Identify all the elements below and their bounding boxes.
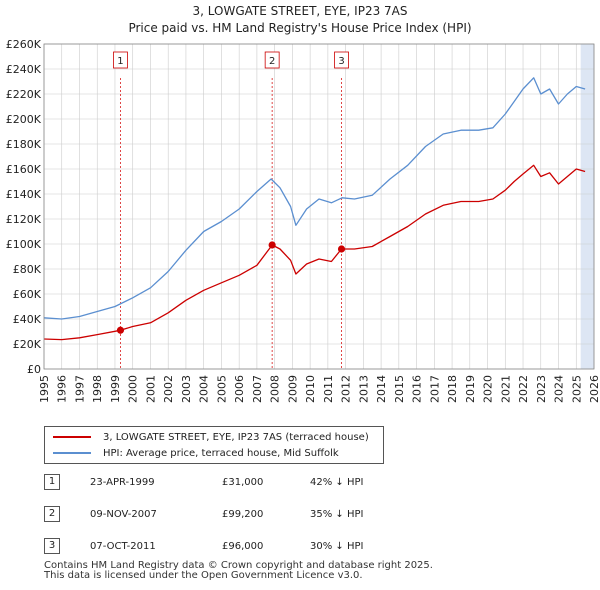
x-tick-label: 2016 — [411, 375, 424, 403]
x-tick-label: 1999 — [109, 375, 122, 403]
transaction-number: 1 — [44, 474, 60, 490]
marker-label: 3 — [338, 56, 344, 67]
projection-shade — [580, 44, 594, 369]
x-tick-label: 2011 — [322, 375, 335, 403]
table-row: 2 09-NOV-2007 £99,200 35% ↓ HPI — [44, 506, 464, 524]
chart-subtitle: Price paid vs. HM Land Registry's House … — [128, 21, 472, 35]
footer: Contains HM Land Registry data © Crown c… — [44, 561, 433, 581]
transaction-hpi-diff: 30% ↓ HPI — [310, 541, 364, 552]
x-tick-label: 2020 — [482, 375, 495, 403]
y-tick-label: £160K — [6, 163, 42, 176]
x-tick-label: 2024 — [553, 375, 566, 403]
legend-label-hpi: HPI: Average price, terraced house, Mid … — [103, 447, 339, 459]
x-tick-label: 2003 — [180, 375, 193, 403]
y-tick-label: £180K — [6, 138, 42, 151]
x-tick-label: 2009 — [286, 375, 299, 403]
x-tick-label: 2017 — [428, 375, 441, 403]
transaction-date: 07-OCT-2011 — [90, 541, 156, 552]
legend: 3, LOWGATE STREET, EYE, IP23 7AS (terrac… — [44, 426, 384, 464]
table-row: 1 23-APR-1999 £31,000 42% ↓ HPI — [44, 474, 464, 492]
x-tick-label: 2008 — [269, 375, 282, 403]
x-tick-label: 2006 — [233, 375, 246, 403]
x-tick-label: 2018 — [446, 375, 459, 403]
y-tick-label: £200K — [6, 113, 42, 126]
marker-label: 1 — [117, 56, 123, 67]
x-tick-label: 2000 — [127, 375, 140, 403]
marker-label-box — [264, 51, 280, 69]
plot-border — [43, 43, 595, 370]
transaction-date: 09-NOV-2007 — [90, 509, 157, 520]
price-chart: £0 £20K £40K £60K £80K £100K £120K £140K £160K £1… — [6, 38, 600, 403]
legend-swatch-hpi — [53, 452, 91, 454]
x-tick-label: 2015 — [393, 375, 406, 403]
transaction-number: 3 — [44, 538, 60, 554]
transaction-price: £96,000 — [222, 541, 264, 552]
transaction-price: £31,000 — [222, 477, 264, 488]
x-tick-label: 2022 — [517, 375, 530, 403]
transaction-hpi-diff: 42% ↓ HPI — [310, 477, 364, 488]
y-tick-label: £80K — [13, 263, 42, 276]
transaction-point — [268, 241, 276, 249]
x-tick-label: 2002 — [162, 375, 175, 403]
table-row: 3 07-OCT-2011 £96,000 30% ↓ HPI — [44, 538, 464, 556]
x-tick-label: 2005 — [215, 375, 228, 403]
y-tick-label: £60K — [13, 288, 42, 301]
x-tick-label: 2001 — [144, 375, 157, 403]
legend-item-property: 3, LOWGATE STREET, EYE, IP23 7AS (terrac… — [53, 430, 369, 444]
x-tick-label: 2021 — [499, 375, 512, 403]
x-tick-label: 2014 — [375, 375, 388, 403]
x-tick-label: 2010 — [304, 375, 317, 403]
transaction-hpi-diff: 35% ↓ HPI — [310, 509, 364, 520]
x-tick-label: 1996 — [56, 375, 69, 403]
footer-licence: This data is licensed under the Open Gov… — [44, 570, 363, 581]
transaction-point — [116, 326, 125, 334]
y-tick-label: £260K — [6, 38, 42, 51]
hpi-line — [43, 77, 586, 320]
y-tick-label: £140K — [6, 188, 42, 201]
transaction-number: 2 — [44, 506, 60, 522]
marker-label-box — [334, 51, 349, 69]
chart-title: 3, LOWGATE STREET, EYE, IP23 7AS — [192, 4, 408, 18]
y-tick-label: £240K — [6, 63, 42, 76]
y-tick-label: £100K — [6, 238, 42, 251]
x-tick-label: 2013 — [357, 375, 370, 403]
footer-copyright: Contains HM Land Registry data © Crown c… — [44, 560, 433, 571]
x-tick-label: 1997 — [73, 375, 86, 403]
x-tick-label: 2026 — [588, 375, 600, 403]
marker-label: 2 — [269, 56, 275, 67]
x-tick-label: 1995 — [38, 375, 51, 403]
y-tick-label: £20K — [13, 338, 42, 351]
x-tick-label: 2012 — [340, 375, 353, 403]
transaction-price: £99,200 — [222, 509, 264, 520]
marker-label-box — [113, 51, 128, 69]
y-tick-label: £220K — [6, 88, 42, 101]
transaction-point — [337, 245, 346, 253]
x-tick-label: 1998 — [91, 375, 104, 403]
transaction-date: 23-APR-1999 — [90, 477, 155, 488]
x-tick-label: 2007 — [251, 375, 264, 403]
legend-swatch-property — [53, 436, 91, 438]
x-tick-label: 2004 — [198, 375, 211, 403]
x-tick-label: 2023 — [535, 375, 548, 403]
legend-label-property: 3, LOWGATE STREET, EYE, IP23 7AS (terrac… — [103, 431, 369, 443]
legend-item-hpi: HPI: Average price, terraced house, Mid … — [53, 446, 339, 460]
y-tick-label: £40K — [13, 313, 42, 326]
x-tick-label: 2019 — [464, 375, 477, 403]
y-tick-label: £120K — [6, 213, 42, 226]
y-tick-label: £0 — [27, 363, 41, 376]
property-price-line — [43, 164, 586, 341]
plot-area — [44, 44, 594, 369]
x-tick-label: 2025 — [570, 375, 583, 403]
